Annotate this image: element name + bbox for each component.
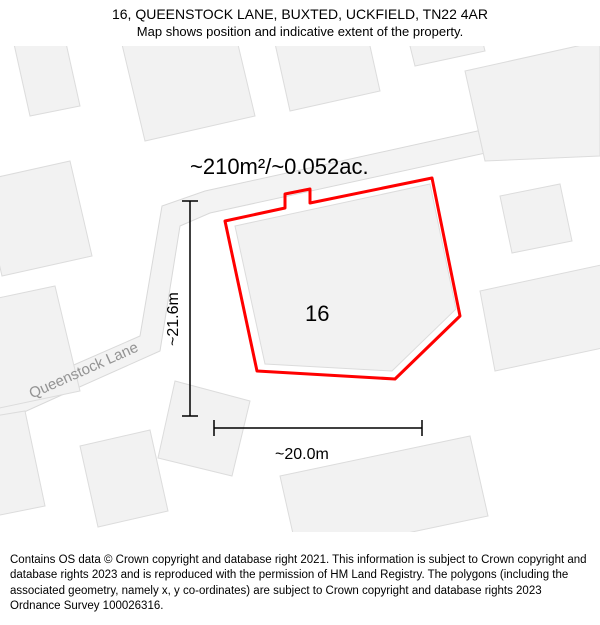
horizontal-dimension-label: ~20.0m	[275, 446, 329, 464]
plot-number-label: 16	[305, 301, 329, 327]
vertical-dimension-label: ~21.6m	[165, 292, 183, 346]
copyright-footer: Contains OS data © Crown copyright and d…	[10, 553, 590, 615]
map-figure: 16, QUEENSTOCK LANE, BUXTED, UCKFIELD, T…	[0, 0, 600, 625]
map-subtitle: Map shows position and indicative extent…	[0, 24, 600, 39]
area-label: ~210m²/~0.052ac.	[190, 154, 369, 180]
address-title: 16, QUEENSTOCK LANE, BUXTED, UCKFIELD, T…	[0, 6, 600, 22]
map-area: Queenstock Lane ~210m²/~0.052ac. 16 ~21.…	[0, 46, 600, 532]
